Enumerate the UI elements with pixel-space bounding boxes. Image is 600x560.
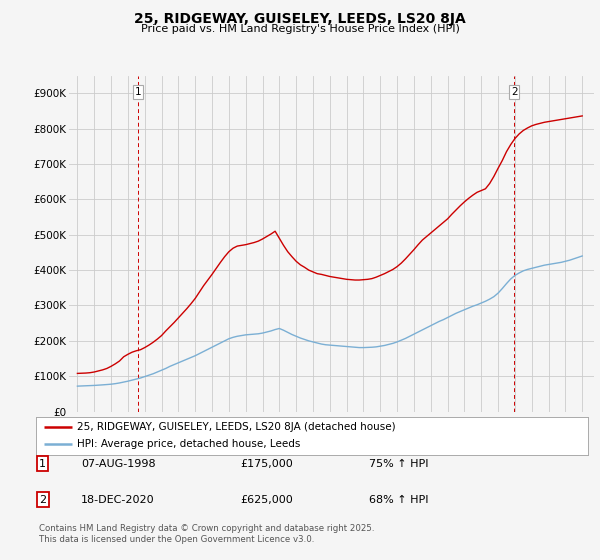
Text: £175,000: £175,000 — [240, 459, 293, 469]
Text: 25, RIDGEWAY, GUISELEY, LEEDS, LS20 8JA: 25, RIDGEWAY, GUISELEY, LEEDS, LS20 8JA — [134, 12, 466, 26]
Text: 07-AUG-1998: 07-AUG-1998 — [81, 459, 155, 469]
Text: 18-DEC-2020: 18-DEC-2020 — [81, 494, 155, 505]
Text: 2: 2 — [511, 87, 517, 97]
Text: 68% ↑ HPI: 68% ↑ HPI — [369, 494, 428, 505]
Text: £625,000: £625,000 — [240, 494, 293, 505]
Text: 75% ↑ HPI: 75% ↑ HPI — [369, 459, 428, 469]
Text: Price paid vs. HM Land Registry's House Price Index (HPI): Price paid vs. HM Land Registry's House … — [140, 24, 460, 34]
Text: 2: 2 — [39, 494, 46, 505]
Text: 25, RIDGEWAY, GUISELEY, LEEDS, LS20 8JA (detached house): 25, RIDGEWAY, GUISELEY, LEEDS, LS20 8JA … — [77, 422, 396, 432]
Text: HPI: Average price, detached house, Leeds: HPI: Average price, detached house, Leed… — [77, 440, 301, 450]
Text: 1: 1 — [39, 459, 46, 469]
Text: 1: 1 — [134, 87, 142, 97]
Text: Contains HM Land Registry data © Crown copyright and database right 2025.
This d: Contains HM Land Registry data © Crown c… — [39, 524, 374, 544]
